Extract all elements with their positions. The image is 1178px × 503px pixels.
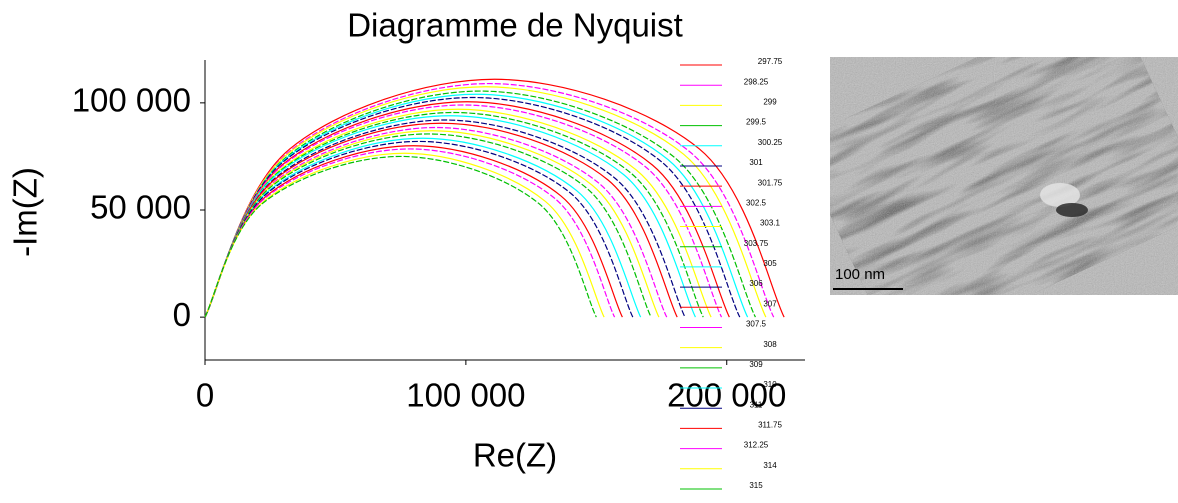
series-line	[204, 145, 623, 318]
legend-label: 302.5	[746, 198, 767, 207]
series-line	[204, 140, 634, 318]
legend-label: 300.25	[758, 138, 783, 147]
x-tick-label: 100 000	[406, 377, 525, 414]
legend-label: 307.5	[746, 320, 767, 329]
micrograph-particle	[1056, 203, 1088, 217]
legend-label: 297.75	[758, 57, 783, 66]
x-tick-label: 0	[196, 377, 214, 414]
legend-label: 299.5	[746, 118, 767, 127]
legend-label: 307	[763, 299, 777, 308]
legend-label: 303.75	[744, 239, 769, 248]
y-tick-label: 100 000	[72, 82, 191, 119]
legend-label: 310	[763, 380, 777, 389]
chart-title: Diagramme de Nyquist	[347, 7, 683, 44]
series-line	[204, 93, 749, 318]
legend-label: 306	[749, 279, 763, 288]
plot-area: 0 50 000 100 000 0 100 000 200 000	[72, 60, 805, 414]
legend-label: 311.75	[758, 421, 782, 430]
series-line	[204, 119, 686, 318]
legend-label: 311	[750, 400, 763, 409]
x-axis-label: Re(Z)	[473, 437, 557, 474]
legend-label: 298.25	[744, 77, 769, 86]
y-tick-label: 0	[173, 296, 191, 333]
legend-label: 301.75	[758, 178, 783, 187]
legend-label: 312.25	[744, 441, 769, 450]
y-axis-label: -Im(Z)	[7, 167, 44, 257]
series-line	[204, 133, 652, 318]
scale-label: 100 nm	[835, 266, 885, 283]
legend-label: 303.1	[760, 219, 781, 228]
legend-label: 309	[749, 360, 763, 369]
legend-label: 301	[749, 158, 763, 167]
series-line	[204, 86, 767, 318]
legend: 297.75 298.25 299 299.5 300.25 301 301.75 302.5…	[680, 57, 783, 490]
micrograph: 100 nm	[830, 57, 1178, 295]
series-line	[204, 148, 616, 318]
legend-label: 315	[749, 481, 763, 490]
series-line	[204, 137, 642, 318]
series-line	[204, 122, 678, 318]
series-line	[204, 155, 597, 318]
micrograph-noise	[830, 57, 1178, 295]
legend-label: 308	[763, 340, 777, 349]
micrograph-particle	[1040, 183, 1080, 207]
legend-label: 314	[763, 461, 777, 470]
y-tick-label: 50 000	[90, 189, 191, 226]
legend-label: 305	[763, 259, 777, 268]
x-tick-label: 200 000	[667, 377, 786, 414]
legend-label: 299	[763, 97, 777, 106]
